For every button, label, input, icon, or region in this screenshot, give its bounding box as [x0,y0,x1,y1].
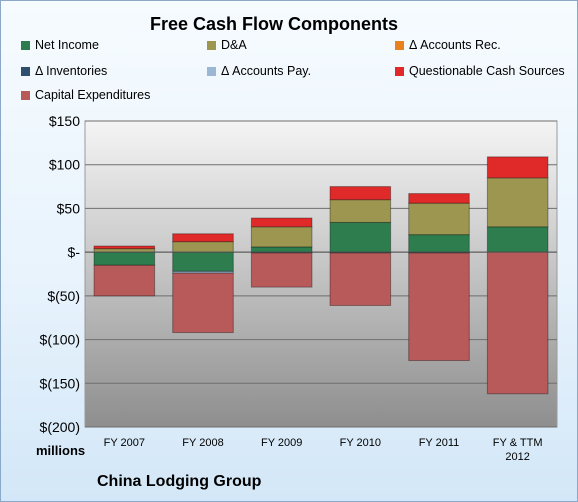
bar-segment [172,233,234,243]
bar-segment [250,226,313,248]
bar-segment [329,186,392,201]
bar-segment [408,202,470,236]
bar-segment [486,226,549,253]
y-tick-label: $(150) [40,375,80,391]
legend-label: Δ Inventories [35,64,108,78]
bar-segment [250,252,313,288]
legend-label: Net Income [35,38,99,52]
legend-swatch [21,41,30,50]
bar-segment [329,252,392,306]
bar-segment [486,156,549,179]
legend-label: Questionable Cash Sources [409,64,565,78]
y-tick-label: $100 [49,157,80,173]
y-tick-label: $50 [57,200,81,216]
x-tick-label: FY 2011 [419,437,460,449]
bar-segment [486,251,549,395]
bar-segment [172,251,234,272]
plot-background [84,120,558,428]
legend-swatch [207,67,216,76]
x-tick-label: FY & TTM 2012 [493,437,543,463]
bar-segment [172,272,234,334]
company-label: China Lodging Group [97,473,262,490]
legend-swatch [21,91,30,100]
y-tick-label: $(200) [40,419,80,435]
bar-segment [329,199,392,223]
y-tick-label: $150 [49,113,80,129]
x-tick-label: FY 2008 [182,437,223,449]
x-tick-label: FY 2009 [261,437,302,449]
units-label: millions [36,443,86,458]
bar-segment [93,264,156,297]
bar-segment [408,252,470,362]
x-tick-label: FY 2010 [340,437,381,449]
bar-segment [408,193,470,204]
legend-swatch [395,41,404,50]
bar-segment [172,241,234,253]
bar-segment [408,234,470,253]
legend-label: Δ Accounts Rec. [409,38,501,52]
y-tick-label: $(50) [47,288,80,304]
bar-segment [329,221,392,253]
legend-swatch [21,67,30,76]
x-tick-label: FY 2007 [104,437,145,449]
legend-label: Capital Expenditures [35,88,151,102]
legend-swatch [395,67,404,76]
chart-title: Free Cash Flow Components [149,14,399,34]
bar-segment [250,246,313,253]
bar-segment [486,177,549,228]
legend-label: D&A [221,38,247,52]
bar-segment [250,217,313,228]
legend-swatch [207,41,216,50]
bar-segment [93,248,156,253]
y-tick-label: $(100) [40,332,80,348]
y-tick-label: $- [68,244,81,260]
bar-segment [93,251,156,266]
bar-segment [93,245,156,250]
legend-label: Δ Accounts Pay. [221,64,312,78]
